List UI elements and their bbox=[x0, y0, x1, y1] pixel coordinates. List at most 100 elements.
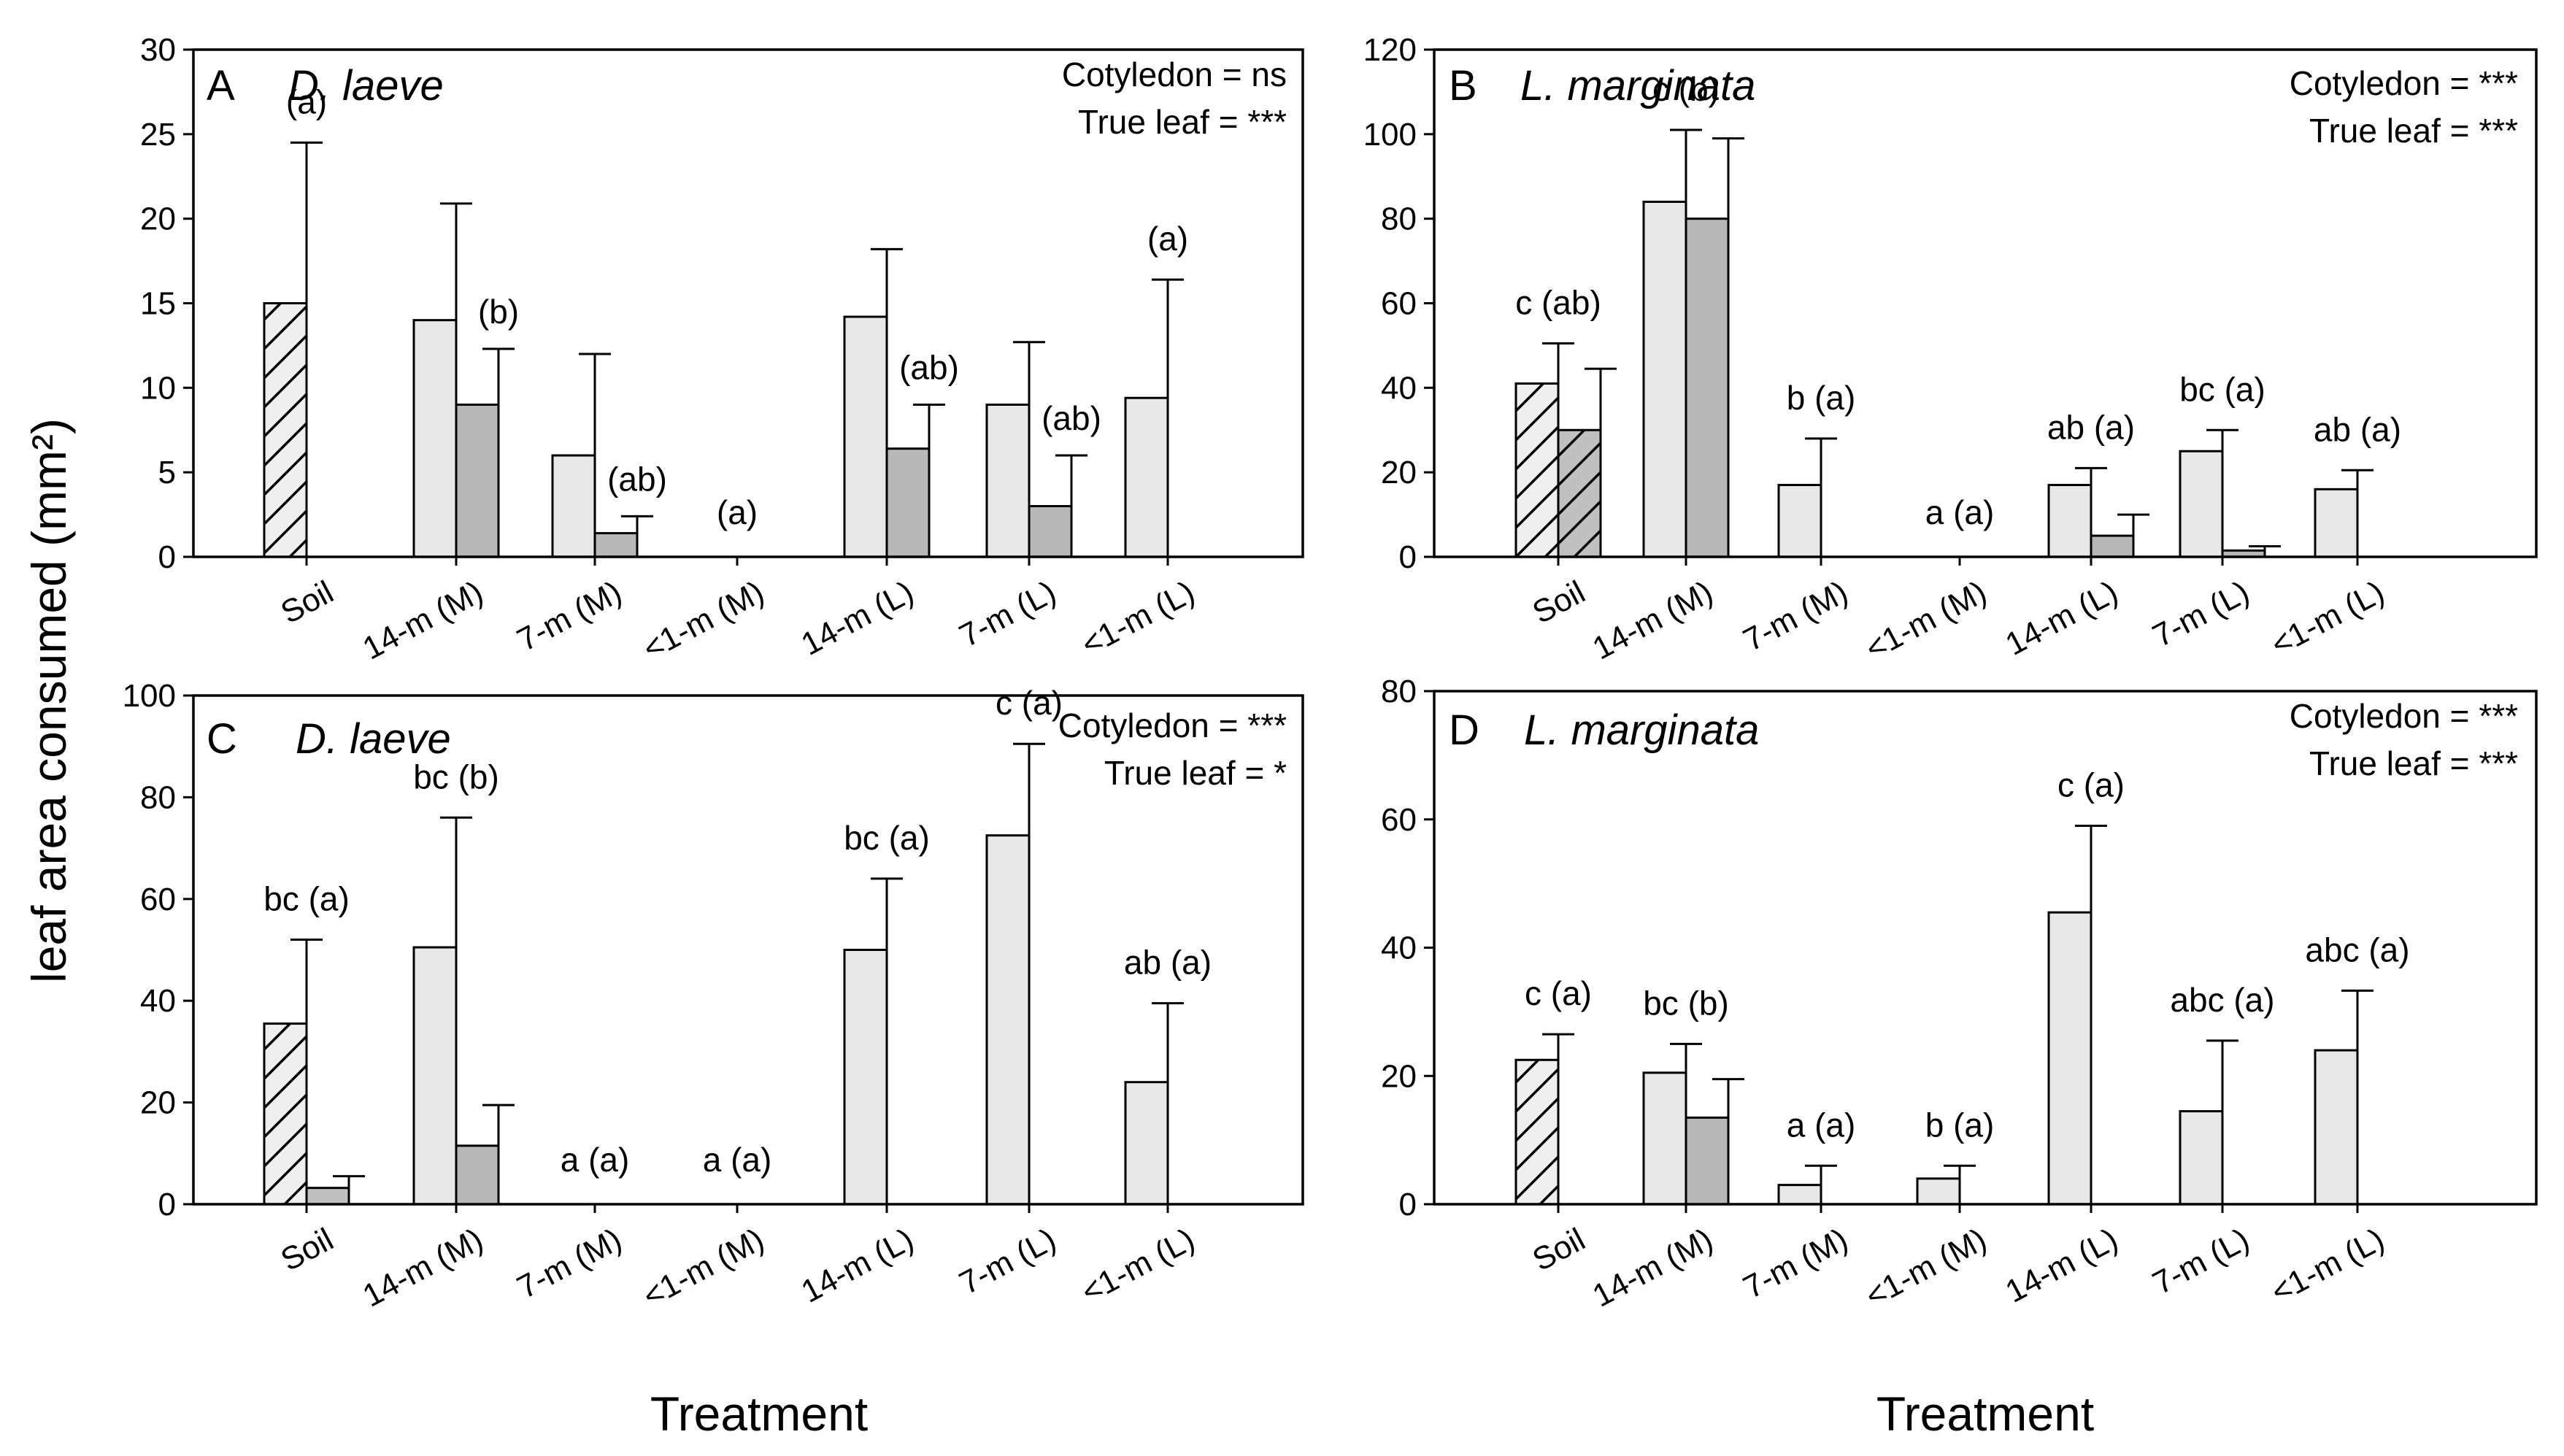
plot-frame bbox=[192, 694, 1304, 1206]
plot-frame bbox=[1433, 690, 2538, 1206]
significance-label: ab (a) bbox=[1124, 944, 1212, 982]
category-label: <1-m (M) bbox=[1860, 574, 1993, 668]
significance-label: c (a) bbox=[996, 684, 1063, 722]
category-label: 7-m (M) bbox=[1738, 574, 1854, 659]
bar-cotyledon bbox=[412, 946, 458, 1206]
bar-cotyledon bbox=[412, 319, 458, 558]
stats-line: Cotyledon = ns bbox=[1062, 55, 1287, 93]
y-tick-label: 60 bbox=[140, 882, 176, 917]
significance-label: abc (a) bbox=[2170, 981, 2274, 1019]
bar-cotyledon bbox=[551, 454, 596, 558]
y-tick-label: 20 bbox=[140, 1085, 176, 1121]
significance-label: c (a) bbox=[2057, 766, 2125, 804]
category-label: 14-m (M) bbox=[1587, 1222, 1719, 1314]
bar-cotyledon bbox=[985, 834, 1031, 1206]
significance-label: abc (a) bbox=[2305, 931, 2409, 968]
category-label: 14-m (L) bbox=[2000, 574, 2124, 663]
significance-label: ab (a) bbox=[2314, 410, 2401, 448]
bar-true-leaf bbox=[1028, 505, 1073, 558]
bar-true-leaf bbox=[305, 1187, 350, 1206]
significance-label: (a) bbox=[1147, 220, 1188, 258]
y-tick-label: 100 bbox=[123, 678, 176, 714]
significance-label: bc (a) bbox=[263, 880, 350, 918]
category-label: <1-m (M) bbox=[637, 574, 770, 668]
stats-line: True leaf = *** bbox=[2309, 112, 2518, 150]
category-label: 7-m (L) bbox=[954, 1222, 1062, 1302]
bar-true-leaf bbox=[455, 404, 500, 558]
significance-label: c (a) bbox=[1525, 974, 1592, 1012]
category-label: <1-m (L) bbox=[1076, 574, 1201, 663]
significance-label: (ab) bbox=[1042, 399, 1101, 437]
bar-cotyledon bbox=[263, 1022, 308, 1206]
bar-cotyledon bbox=[1642, 1071, 1687, 1206]
bar-true-leaf bbox=[2090, 534, 2135, 558]
significance-label: b (a) bbox=[1787, 379, 1856, 417]
stats-line: True leaf = *** bbox=[1078, 103, 1287, 141]
bar-true-leaf bbox=[455, 1144, 500, 1206]
bar-cotyledon bbox=[2314, 488, 2359, 558]
stats-line: True leaf = *** bbox=[2309, 744, 2518, 782]
bar-cotyledon bbox=[1642, 201, 1687, 558]
category-label: 7-m (M) bbox=[512, 574, 628, 659]
significance-label: (ab) bbox=[607, 460, 667, 498]
bar-cotyledon bbox=[2047, 484, 2093, 558]
panel-letter: A bbox=[207, 62, 235, 109]
chart-panel-a: (a) Soil (b) 14-m (M) (ab) 7-m (M) (a) <1-m (M)… bbox=[140, 32, 1304, 668]
category-label: Soil bbox=[275, 1222, 339, 1279]
significance-label: bc (a) bbox=[2179, 370, 2265, 408]
category-label: <1-m (L) bbox=[2265, 574, 2390, 663]
bar-cotyledon bbox=[263, 302, 308, 558]
y-tick-label: 80 bbox=[1381, 201, 1417, 237]
bar-true-leaf bbox=[1685, 217, 1730, 558]
category-label: 14-m (L) bbox=[796, 1222, 920, 1310]
bar-cotyledon bbox=[2179, 1110, 2224, 1206]
bar-true-leaf bbox=[885, 447, 931, 558]
y-tick-label: 0 bbox=[1399, 539, 1417, 575]
category-label: 14-m (M) bbox=[1587, 574, 1719, 667]
y-tick-label: 80 bbox=[1381, 674, 1417, 709]
y-tick-label: 10 bbox=[140, 370, 176, 406]
bar-cotyledon bbox=[1124, 396, 1169, 558]
significance-label: b (a) bbox=[1925, 1106, 1995, 1144]
category-label: 14-m (L) bbox=[2000, 1222, 2124, 1310]
significance-label: bc (b) bbox=[1643, 984, 1729, 1022]
significance-label: (b) bbox=[478, 293, 519, 331]
category-label: Soil bbox=[275, 574, 339, 631]
y-tick-label: 120 bbox=[1363, 32, 1417, 68]
y-tick-label: 25 bbox=[140, 117, 176, 153]
category-label: Soil bbox=[1527, 1222, 1591, 1279]
stats-line: Cotyledon = *** bbox=[2290, 64, 2518, 102]
chart-panel-b: c (ab) Soil c (b) 14-m (M) b (a) 7-m (M) a (a)… bbox=[1363, 32, 2538, 668]
bar-cotyledon bbox=[1777, 1184, 1822, 1206]
bar-cotyledon bbox=[2047, 911, 2093, 1206]
category-label: <1-m (L) bbox=[2265, 1222, 2390, 1311]
significance-label: a (a) bbox=[1925, 493, 1995, 531]
bar-cotyledon bbox=[2179, 450, 2224, 558]
category-label: Soil bbox=[1527, 574, 1591, 631]
panel-letter: B bbox=[1449, 62, 1477, 109]
panel-letter: D bbox=[1449, 706, 1479, 754]
species-name: L. marginata bbox=[1524, 706, 1759, 754]
category-label: 7-m (M) bbox=[1738, 1222, 1854, 1306]
stats-line: Cotyledon = *** bbox=[1058, 706, 1287, 744]
panel-letter: C bbox=[207, 715, 237, 763]
significance-label: (a) bbox=[286, 82, 327, 120]
category-label: 14-m (M) bbox=[357, 1222, 489, 1314]
bar-true-leaf bbox=[593, 532, 639, 558]
y-axis-title: leaf area consumed (mm²) bbox=[22, 418, 76, 983]
stats-line: True leaf = * bbox=[1104, 754, 1287, 792]
category-label: 14-m (M) bbox=[357, 574, 489, 667]
category-label: 7-m (M) bbox=[512, 1222, 628, 1306]
y-tick-label: 0 bbox=[1399, 1187, 1417, 1222]
plot-frame bbox=[1433, 48, 2538, 558]
category-label: 7-m (L) bbox=[954, 574, 1062, 655]
y-tick-label: 0 bbox=[158, 1187, 176, 1222]
category-label: 7-m (L) bbox=[2147, 574, 2255, 655]
species-name: D. laeve bbox=[288, 62, 444, 109]
bar-cotyledon bbox=[1916, 1177, 1961, 1206]
bar-cotyledon bbox=[1514, 1058, 1560, 1206]
bar-cotyledon bbox=[2314, 1049, 2359, 1206]
y-tick-label: 60 bbox=[1381, 286, 1417, 322]
bar-cotyledon bbox=[843, 949, 888, 1206]
y-tick-label: 40 bbox=[1381, 370, 1417, 406]
